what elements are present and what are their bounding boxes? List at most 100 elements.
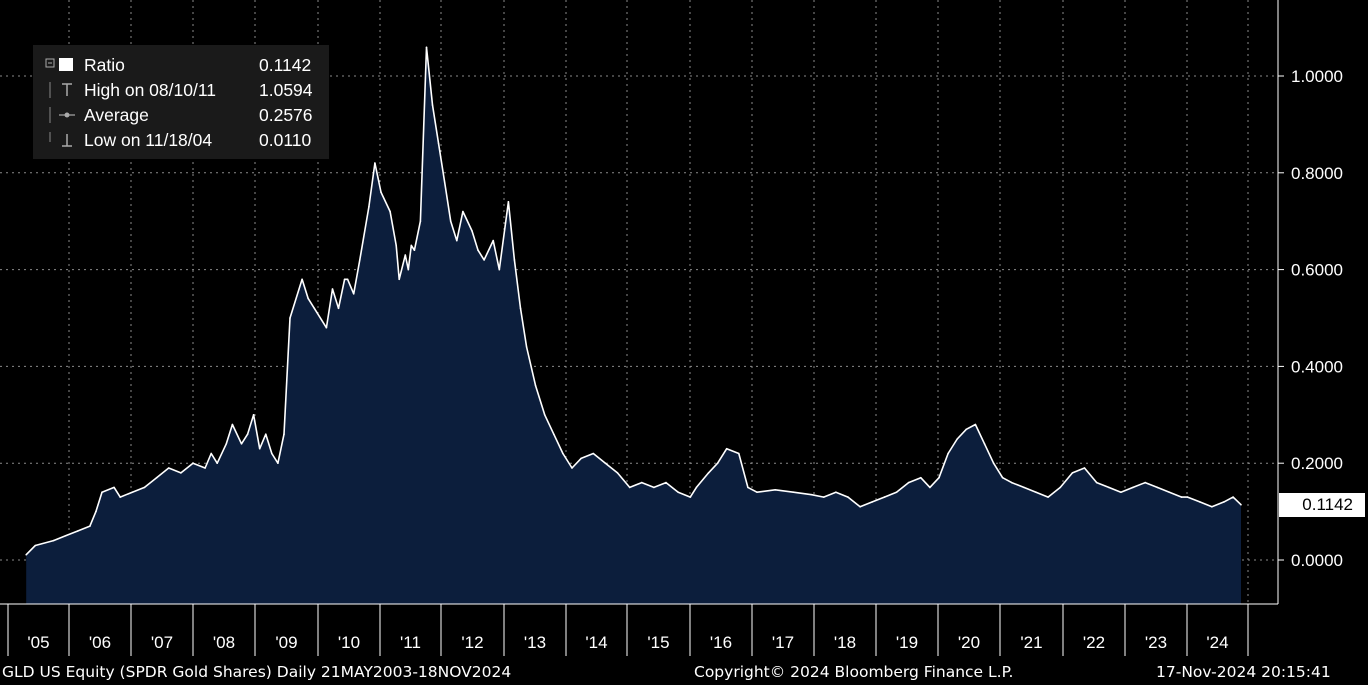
data-point: [34, 544, 37, 547]
data-point: [283, 433, 285, 436]
data-point: [974, 423, 977, 426]
x-tick-label: '10: [338, 633, 360, 652]
low-marker-icon: [49, 132, 72, 147]
data-point: [689, 496, 692, 498]
data-point: [89, 525, 91, 527]
data-point: [1168, 491, 1171, 494]
data-point: [246, 433, 249, 436]
data-point: [25, 553, 28, 556]
data-point: [477, 249, 479, 251]
y-tick-label: 0.2000: [1291, 454, 1343, 473]
data-point: [398, 278, 401, 281]
data-point: [756, 491, 758, 494]
data-point: [101, 491, 103, 494]
x-tick-label: '18: [834, 633, 856, 652]
data-point: [419, 220, 422, 222]
x-tick-label: '23: [1145, 633, 1167, 652]
ratio-area: [25, 46, 1242, 604]
x-tick-label: '20: [958, 633, 980, 652]
data-point: [1047, 496, 1049, 498]
data-point: [1180, 496, 1183, 498]
legend-high: High on 08/10/11 1.0594: [33, 78, 329, 102]
data-point: [471, 230, 473, 232]
data-point: [835, 491, 837, 494]
data-point: [167, 467, 170, 469]
data-point: [938, 476, 940, 479]
data-point: [443, 181, 446, 184]
data-point: [240, 443, 243, 445]
data-point: [301, 278, 303, 281]
data-point: [571, 467, 573, 469]
data-point: [534, 385, 537, 387]
data-point: [265, 433, 267, 436]
data-point: [747, 486, 749, 489]
data-point: [352, 293, 355, 295]
x-tick-label: '06: [89, 633, 111, 652]
data-point: [822, 496, 825, 498]
data-point: [216, 462, 218, 465]
data-point: [716, 462, 719, 465]
axes: [0, 0, 1279, 656]
data-point: [368, 205, 370, 208]
data-point: [271, 452, 273, 455]
data-point: [525, 346, 528, 348]
data-point: [389, 210, 391, 213]
data-point: [1240, 503, 1242, 506]
data-point: [131, 491, 134, 494]
x-tick-label: '13: [524, 633, 546, 652]
data-point: [498, 268, 501, 271]
chart-legend: Ratio 0.1142 High on 08/10/11 1.0594 Ave…: [33, 45, 329, 159]
y-tick-label: 0.4000: [1291, 357, 1343, 376]
data-point: [810, 493, 813, 496]
data-point: [507, 201, 510, 203]
data-point: [628, 486, 631, 489]
data-point: [553, 433, 555, 436]
data-point: [871, 501, 874, 503]
legend-high-value: 1.0594: [259, 80, 313, 100]
data-point: [774, 489, 776, 491]
data-point: [1023, 486, 1025, 489]
data-point: [325, 326, 328, 329]
data-point: [289, 317, 291, 319]
data-point: [1108, 486, 1110, 489]
collapse-box-icon[interactable]: [45, 57, 75, 73]
data-point: [119, 496, 121, 498]
data-point: [665, 481, 667, 484]
data-point: [337, 307, 340, 310]
data-point: [359, 259, 361, 261]
legend-ratio-label: Ratio: [84, 55, 125, 75]
average-marker-icon: [49, 107, 75, 123]
data-point: [1001, 476, 1004, 479]
data-point: [252, 414, 255, 416]
data-point: [859, 506, 861, 508]
last-value-badge: 0.1142: [1279, 493, 1365, 517]
data-point: [907, 481, 910, 484]
data-point: [331, 288, 334, 290]
data-point: [346, 278, 349, 281]
data-point: [604, 462, 607, 465]
data-point: [580, 457, 582, 460]
data-point: [1083, 467, 1086, 469]
legend-average-label: Average: [84, 105, 149, 125]
data-point: [456, 239, 458, 242]
x-tick-label: '12: [461, 633, 483, 652]
data-point: [1035, 491, 1037, 494]
data-point: [1120, 491, 1122, 494]
x-tick-label: '09: [275, 633, 297, 652]
data-point: [920, 476, 922, 479]
y-tick-label: 1.0000: [1291, 67, 1343, 86]
data-point: [929, 486, 931, 489]
legend-low: Low on 11/18/04 0.0110: [33, 128, 329, 152]
data-point: [492, 239, 495, 242]
area-fill: [26, 47, 1242, 604]
data-point: [410, 244, 413, 247]
data-point: [52, 539, 55, 542]
data-point: [543, 414, 546, 416]
x-tick-label: '05: [27, 633, 49, 652]
x-tick-label: '22: [1083, 633, 1105, 652]
legend-ratio[interactable]: Ratio 0.1142: [33, 53, 329, 77]
data-point: [210, 452, 212, 455]
y-tick-label: 0.6000: [1291, 261, 1343, 280]
y-tick-label: 0.8000: [1291, 164, 1343, 183]
data-point: [425, 46, 428, 49]
